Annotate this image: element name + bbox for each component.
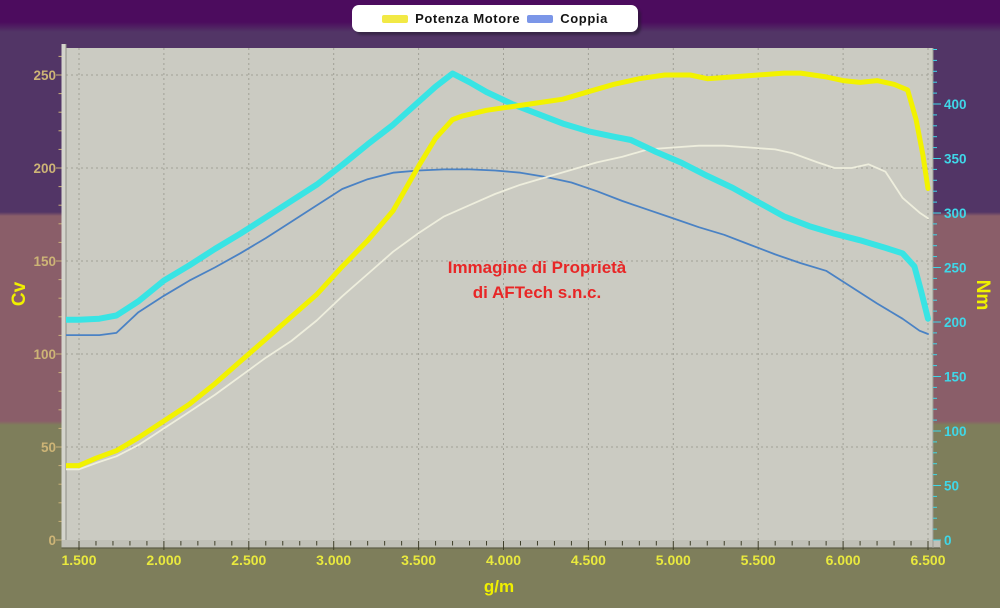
x-tick-label: 6.500 [910,552,945,568]
x-tick-label: 4.500 [571,552,606,568]
x-tick-label: 2.000 [146,552,181,568]
series-coppia [66,70,931,323]
x-tick-label: 1.500 [61,552,96,568]
watermark-line1: Immagine di Proprietà [447,258,627,277]
series-curves [66,70,931,471]
left-axis-ticks [56,55,62,541]
series-potenza-motore [66,70,931,469]
right-axis-title: Nm [972,279,993,311]
left-tick-label: 50 [41,440,56,455]
right-tick-label: 200 [944,315,967,330]
left-tick-label: 150 [33,254,56,269]
left-axis-spine [61,44,66,548]
x-tick-label: 3.000 [316,552,351,568]
right-axis-ticks [933,49,941,541]
legend-label-coppia: Coppia [560,11,608,26]
left-tick-label: 100 [33,347,56,362]
right-tick-label: 250 [944,261,967,276]
left-tick-label: 200 [33,161,56,176]
legend-label-potenza: Potenza Motore [415,11,521,26]
left-axis-title: Cv [9,281,30,307]
right-tick-label: 50 [944,479,959,494]
gridlines [66,48,933,540]
series-thin-white-line [66,144,929,471]
right-tick-label: 0 [944,533,952,548]
watermark: Immagine di Proprietà di AFTech s.n.c. [376,255,698,305]
x-tick-label: 5.500 [741,552,776,568]
right-tick-label: 100 [944,424,967,439]
chart-legend: Potenza Motore Coppia [352,5,638,32]
x-tick-label: 2.500 [231,552,266,568]
watermark-line2: di AFTech s.n.c. [472,283,602,302]
left-tick-label: 250 [33,68,56,83]
legend-swatch-potenza [382,14,409,23]
right-tick-label: 400 [944,97,967,112]
x-tick-label: 6.000 [826,552,861,568]
legend-swatch-coppia [527,14,554,23]
x-axis-title: g/m [483,577,515,596]
x-tick-label: 5.000 [656,552,691,568]
left-tick-label: 0 [48,533,56,548]
right-tick-label: 300 [944,206,967,221]
bottom-axis-bevel [61,540,941,548]
plot-area [66,48,933,540]
right-tick-label: 350 [944,152,967,167]
x-tick-label: 4.000 [486,552,521,568]
x-tick-label: 3.500 [401,552,436,568]
series-thin-blue-line [66,168,929,336]
right-tick-label: 150 [944,370,967,385]
x-axis-ticks [78,541,929,550]
